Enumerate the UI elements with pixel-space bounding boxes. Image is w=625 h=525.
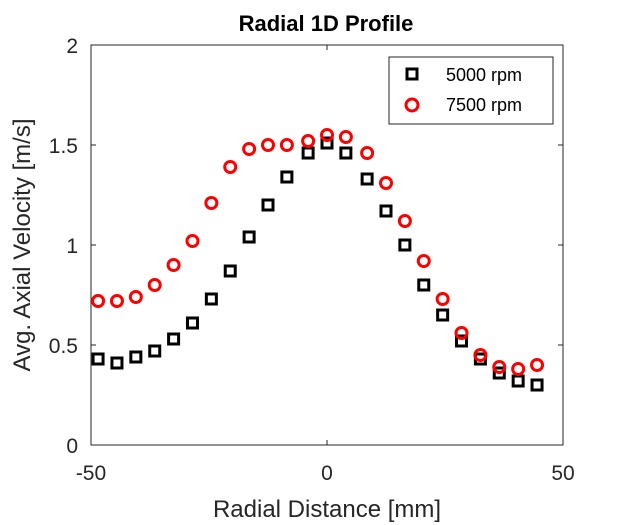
data-point-series-1: [110, 356, 124, 370]
data-point-series-1: [339, 146, 353, 160]
data-point-series-2: [416, 254, 431, 268]
data-point-series-2: [301, 134, 316, 148]
data-point-series-2: [109, 294, 124, 308]
axis-ticks: -50 0 50 0 0.5 1 1.5 2: [49, 35, 575, 485]
x-axis-label: Radial Distance [mm]: [213, 496, 441, 523]
data-point-series-2: [360, 146, 375, 160]
x-tick-label: -50: [76, 462, 106, 485]
data-point-series-1: [436, 308, 450, 322]
legend-square-marker: [405, 67, 419, 81]
data-point-series-2: [435, 292, 450, 306]
legend-label-series-2: 7500 rpm: [446, 95, 522, 115]
data-point-series-2: [223, 160, 238, 174]
data-point-series-1: [204, 292, 218, 306]
data-point-series-1: [261, 198, 275, 212]
data-point-series-2: [320, 128, 334, 142]
data-point-series-2: [166, 258, 181, 272]
legend-label-series-1: 5000 rpm: [446, 65, 522, 85]
data-point-series-1: [492, 366, 506, 380]
data-point-series-2: [147, 278, 162, 292]
x-tick-label: 50: [551, 462, 574, 485]
legend: 5000 rpm 7500 rpm: [388, 56, 554, 125]
data-point-series-2: [185, 234, 200, 248]
data-markers: [91, 128, 545, 392]
y-tick-label: 0: [66, 435, 78, 458]
data-point-series-2: [242, 142, 257, 156]
data-point-series-2: [204, 196, 219, 210]
data-point-series-1: [242, 230, 256, 244]
data-point-series-2: [492, 360, 507, 374]
data-point-series-1: [360, 172, 374, 186]
data-point-series-2: [454, 326, 469, 340]
data-point-series-1: [91, 352, 105, 366]
data-point-series-1: [320, 136, 334, 150]
chart-title: Radial 1D Profile: [239, 11, 414, 36]
data-point-series-2: [279, 138, 294, 152]
data-point-series-1: [530, 378, 544, 392]
data-point-series-1: [455, 334, 469, 348]
data-point-series-1: [148, 344, 162, 358]
y-axis-label: Avg. Axial Velocity [m/s]: [9, 119, 36, 372]
data-point-series-2: [338, 130, 353, 144]
y-tick-label: 2: [66, 35, 78, 58]
data-point-series-2: [397, 214, 412, 228]
y-tick-label: 0.5: [49, 335, 78, 358]
legend-circle-marker: [404, 97, 420, 113]
data-point-series-2: [261, 138, 275, 152]
data-point-series-2: [473, 348, 488, 362]
data-point-series-1: [185, 316, 199, 330]
data-point-series-1: [417, 278, 431, 292]
data-point-series-1: [129, 350, 143, 364]
data-point-series-2: [511, 362, 526, 376]
data-point-series-1: [398, 238, 412, 252]
data-point-series-2: [530, 358, 545, 372]
data-point-series-1: [379, 204, 393, 218]
data-point-series-1: [167, 332, 181, 346]
x-tick-label: 0: [321, 462, 333, 485]
data-point-series-2: [379, 176, 393, 190]
data-point-series-1: [223, 264, 237, 278]
y-tick-label: 1.5: [49, 135, 78, 158]
data-point-series-2: [91, 294, 106, 308]
y-tick-label: 1: [66, 235, 78, 258]
data-point-series-1: [280, 170, 294, 184]
data-point-series-2: [128, 290, 143, 304]
